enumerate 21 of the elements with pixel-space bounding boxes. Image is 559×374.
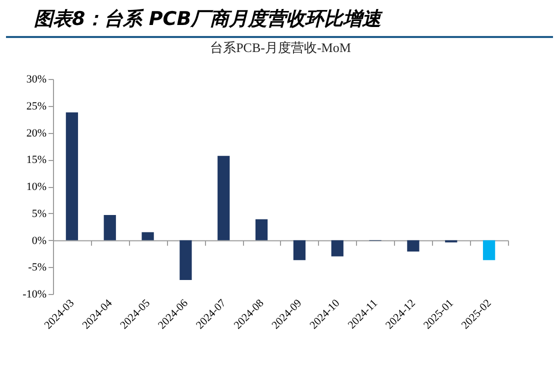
y-tick-label: 0%: [32, 234, 46, 247]
y-tick-label: -10%: [22, 288, 46, 300]
y-tick-label: 5%: [32, 208, 46, 220]
bar: [104, 214, 116, 240]
bar: [255, 219, 268, 240]
y-tick-label: -5%: [28, 262, 46, 274]
bar: [142, 232, 154, 240]
chart-subtitle: 台系PCB-月度营收-MoM: [210, 40, 352, 55]
bar: [407, 240, 420, 252]
y-tick-label: 30%: [26, 74, 46, 86]
bar: [293, 240, 306, 260]
chart-title: 图表8：台系 PCB厂商月度营收环比增速: [6, 6, 553, 38]
y-tick-label: 25%: [26, 100, 46, 112]
bar: [331, 240, 344, 256]
bar: [482, 240, 496, 260]
bar: [66, 112, 78, 240]
y-tick-label: 15%: [26, 154, 46, 166]
bar: [218, 156, 230, 240]
y-tick-label: 20%: [26, 127, 46, 140]
bar: [180, 240, 192, 280]
y-tick-label: 10%: [26, 181, 46, 193]
